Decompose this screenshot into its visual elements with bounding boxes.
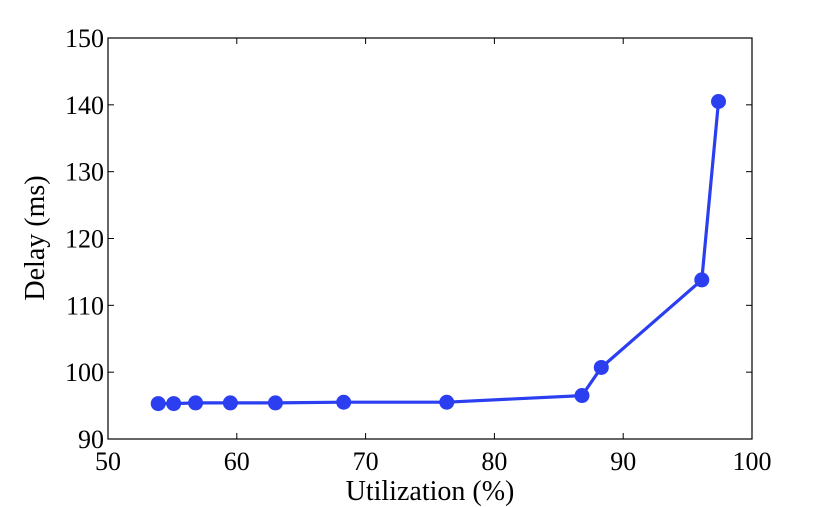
- data-point: [150, 396, 166, 412]
- data-point: [593, 359, 609, 375]
- x-axis-title: Utilization (%): [346, 476, 515, 507]
- data-point: [694, 272, 710, 288]
- plot-area: [107, 37, 753, 440]
- data-point: [439, 394, 455, 410]
- y-tick-label: 90: [78, 425, 104, 454]
- x-tick-label: 60: [224, 447, 250, 476]
- data-point: [574, 388, 590, 404]
- data-point: [188, 395, 204, 411]
- data-point: [711, 93, 727, 109]
- x-tick-label: 90: [610, 447, 636, 476]
- x-tick-label: 50: [95, 447, 121, 476]
- series-layer: [150, 93, 727, 412]
- x-tick-label: 100: [733, 447, 772, 476]
- x-tick-label: 80: [481, 447, 507, 476]
- y-axis-title: Delay (ms): [20, 175, 51, 300]
- data-point: [336, 394, 352, 410]
- y-tick-label: 130: [65, 158, 104, 187]
- y-tick-label: 150: [65, 24, 104, 53]
- y-tick-label: 110: [66, 291, 104, 320]
- x-axis: 50 60 70 80 90 100: [95, 38, 772, 476]
- y-tick-label: 120: [65, 225, 104, 254]
- data-point: [166, 396, 182, 412]
- series-line: [158, 101, 721, 406]
- y-tick-label: 100: [65, 358, 104, 387]
- x-tick-label: 70: [353, 447, 379, 476]
- data-point: [222, 395, 238, 411]
- plot-frame: [107, 37, 753, 440]
- data-point: [267, 395, 283, 411]
- y-tick-label: 140: [65, 91, 104, 120]
- y-axis: 90 100 110 120 130 140 150: [65, 24, 752, 454]
